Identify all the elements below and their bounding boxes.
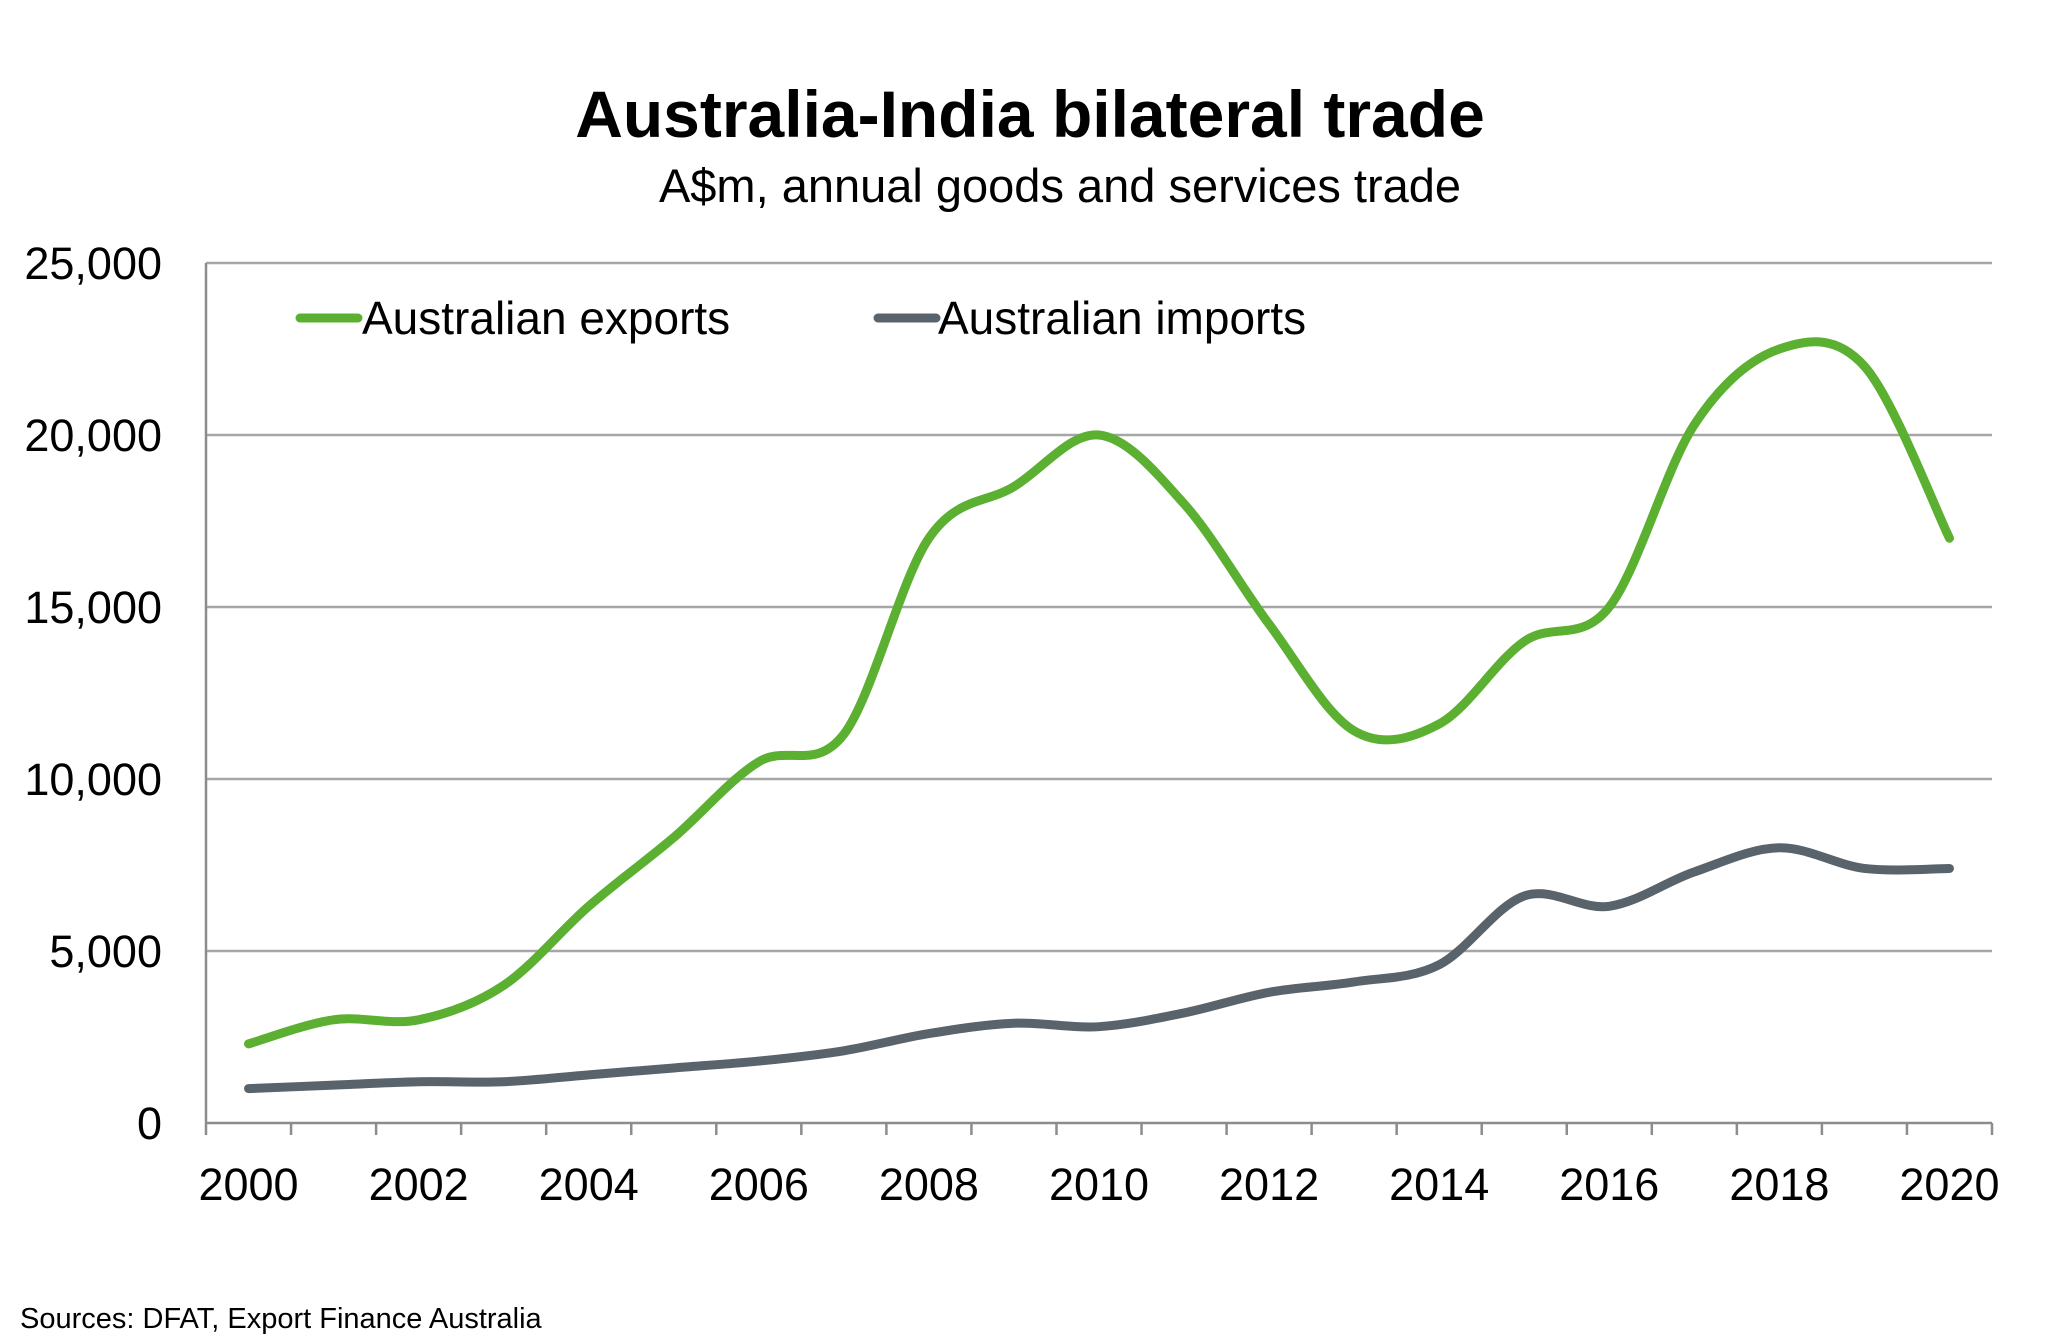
legend-label: Australian exports (362, 292, 730, 344)
x-tick-label: 2020 (1899, 1159, 1999, 1210)
x-tick-label: 2006 (709, 1159, 809, 1210)
x-tick-label: 2010 (1049, 1159, 1149, 1210)
x-tick-label: 2000 (198, 1159, 298, 1210)
x-tick-label: 2008 (879, 1159, 979, 1210)
y-tick-label: 25,000 (24, 238, 162, 289)
x-tick-label: 2002 (369, 1159, 469, 1210)
series-line-exports (244, 337, 1954, 1049)
chart-title: Australia-India bilateral trade (575, 77, 1485, 151)
x-tick-label: 2018 (1729, 1159, 1829, 1210)
y-tick-label: 20,000 (24, 410, 162, 461)
y-tick-label: 5,000 (49, 926, 162, 977)
y-tick-label: 0 (137, 1098, 162, 1149)
x-tick-label: 2012 (1219, 1159, 1319, 1210)
series-line-imports (244, 843, 1954, 1094)
y-tick-label: 10,000 (24, 754, 162, 805)
x-tick-label: 2016 (1559, 1159, 1659, 1210)
y-tick-label: 15,000 (24, 582, 162, 633)
x-tick-label: 2004 (539, 1159, 639, 1210)
source-note: Sources: DFAT, Export Finance Australia (20, 1303, 542, 1335)
chart-subtitle: A$m, annual goods and services trade (658, 159, 1462, 212)
x-tick-label: 2014 (1389, 1159, 1489, 1210)
legend-label: Australian imports (938, 292, 1306, 344)
